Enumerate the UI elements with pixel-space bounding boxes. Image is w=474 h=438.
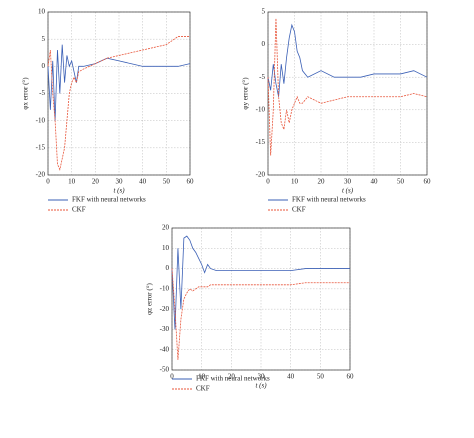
- x-tick-label: 60: [187, 178, 195, 186]
- x-tick-label: 20: [228, 373, 236, 381]
- y-tick-label: -50: [160, 366, 170, 374]
- legend-label: CKF: [196, 385, 210, 393]
- y-axis-label: φz error (°): [146, 282, 154, 314]
- y-tick-label: 20: [162, 224, 170, 232]
- y-tick-label: -40: [160, 345, 170, 353]
- x-tick-label: 0: [170, 373, 174, 381]
- plot-frame: [47, 11, 191, 176]
- x-tick-label: 40: [371, 178, 379, 186]
- y-tick-label: 10: [162, 244, 170, 252]
- x-axis-label: t (s): [255, 382, 267, 390]
- x-tick-label: 10: [68, 178, 76, 186]
- x-tick-label: 30: [258, 373, 266, 381]
- y-tick-label: -10: [160, 284, 170, 292]
- y-tick-label: 0: [166, 264, 170, 272]
- x-tick-label: 50: [397, 178, 405, 186]
- data-line: [171, 235, 350, 330]
- y-tick-label: 10: [38, 8, 46, 16]
- data-line: [47, 36, 190, 171]
- y-tick-label: -30: [160, 325, 170, 333]
- x-tick-label: 20: [92, 178, 100, 186]
- y-tick-label: 0: [262, 40, 266, 48]
- x-tick-label: 50: [163, 178, 171, 186]
- y-tick-label: -20: [36, 171, 46, 179]
- legend-label: CKF: [292, 206, 306, 214]
- y-tick-label: 0: [42, 62, 46, 70]
- x-tick-label: 40: [139, 178, 147, 186]
- legend-label: FKF with neural networks: [72, 196, 146, 204]
- y-tick-label: 5: [42, 35, 46, 43]
- x-tick-label: 10: [198, 373, 206, 381]
- x-tick-label: 30: [116, 178, 124, 186]
- x-axis-label: t (s): [113, 187, 125, 195]
- y-tick-label: -20: [160, 305, 170, 313]
- x-tick-label: 60: [424, 178, 432, 186]
- x-tick-label: 50: [317, 373, 325, 381]
- y-tick-label: -15: [36, 143, 46, 151]
- x-tick-label: 30: [344, 178, 352, 186]
- y-tick-label: -15: [256, 138, 266, 146]
- y-tick-label: -20: [256, 171, 266, 179]
- x-axis-label: t (s): [342, 187, 354, 195]
- y-axis-label: φx error (°): [22, 77, 30, 110]
- y-tick-label: -5: [259, 73, 265, 81]
- x-tick-label: 0: [46, 178, 50, 186]
- legend-label: FKF with neural networks: [292, 196, 366, 204]
- y-axis-label: φy error (°): [242, 77, 250, 110]
- y-tick-label: 5: [262, 8, 266, 16]
- data-line: [171, 268, 350, 360]
- x-tick-label: 10: [291, 178, 299, 186]
- legend-label: FKF with neural networks: [196, 375, 270, 383]
- x-tick-label: 60: [347, 373, 355, 381]
- plot-frame: [171, 227, 351, 371]
- y-tick-label: -10: [36, 116, 46, 124]
- x-tick-label: 40: [287, 373, 295, 381]
- x-tick-label: 0: [266, 178, 270, 186]
- legend-label: CKF: [72, 206, 86, 214]
- plot-frame: [267, 11, 428, 176]
- y-tick-label: -5: [39, 89, 45, 97]
- data-line: [267, 18, 428, 156]
- y-tick-label: -10: [256, 105, 266, 113]
- x-tick-label: 20: [318, 178, 326, 186]
- data-line: [47, 44, 191, 121]
